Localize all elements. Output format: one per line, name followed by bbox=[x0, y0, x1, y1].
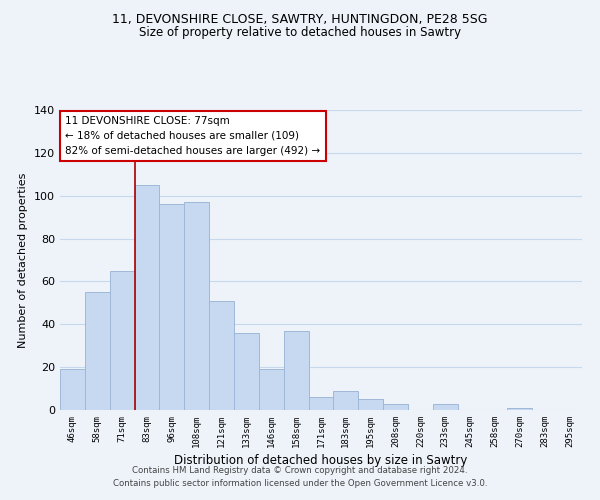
Bar bbox=[308, 397, 334, 410]
X-axis label: Distribution of detached houses by size in Sawtry: Distribution of detached houses by size … bbox=[175, 454, 467, 467]
Bar bbox=[85, 292, 110, 410]
Text: Size of property relative to detached houses in Sawtry: Size of property relative to detached ho… bbox=[139, 26, 461, 39]
Bar bbox=[508, 408, 532, 410]
Bar bbox=[284, 330, 308, 410]
Bar bbox=[433, 404, 458, 410]
Y-axis label: Number of detached properties: Number of detached properties bbox=[19, 172, 28, 348]
Text: 11, DEVONSHIRE CLOSE, SAWTRY, HUNTINGDON, PE28 5SG: 11, DEVONSHIRE CLOSE, SAWTRY, HUNTINGDON… bbox=[112, 12, 488, 26]
Bar bbox=[160, 204, 184, 410]
Bar bbox=[60, 370, 85, 410]
Bar bbox=[334, 390, 358, 410]
Text: 11 DEVONSHIRE CLOSE: 77sqm
← 18% of detached houses are smaller (109)
82% of sem: 11 DEVONSHIRE CLOSE: 77sqm ← 18% of deta… bbox=[65, 116, 320, 156]
Bar bbox=[110, 270, 134, 410]
Text: Contains HM Land Registry data © Crown copyright and database right 2024.
Contai: Contains HM Land Registry data © Crown c… bbox=[113, 466, 487, 487]
Bar bbox=[134, 185, 160, 410]
Bar bbox=[234, 333, 259, 410]
Bar bbox=[358, 400, 383, 410]
Bar bbox=[184, 202, 209, 410]
Bar bbox=[383, 404, 408, 410]
Bar bbox=[209, 300, 234, 410]
Bar bbox=[259, 370, 284, 410]
